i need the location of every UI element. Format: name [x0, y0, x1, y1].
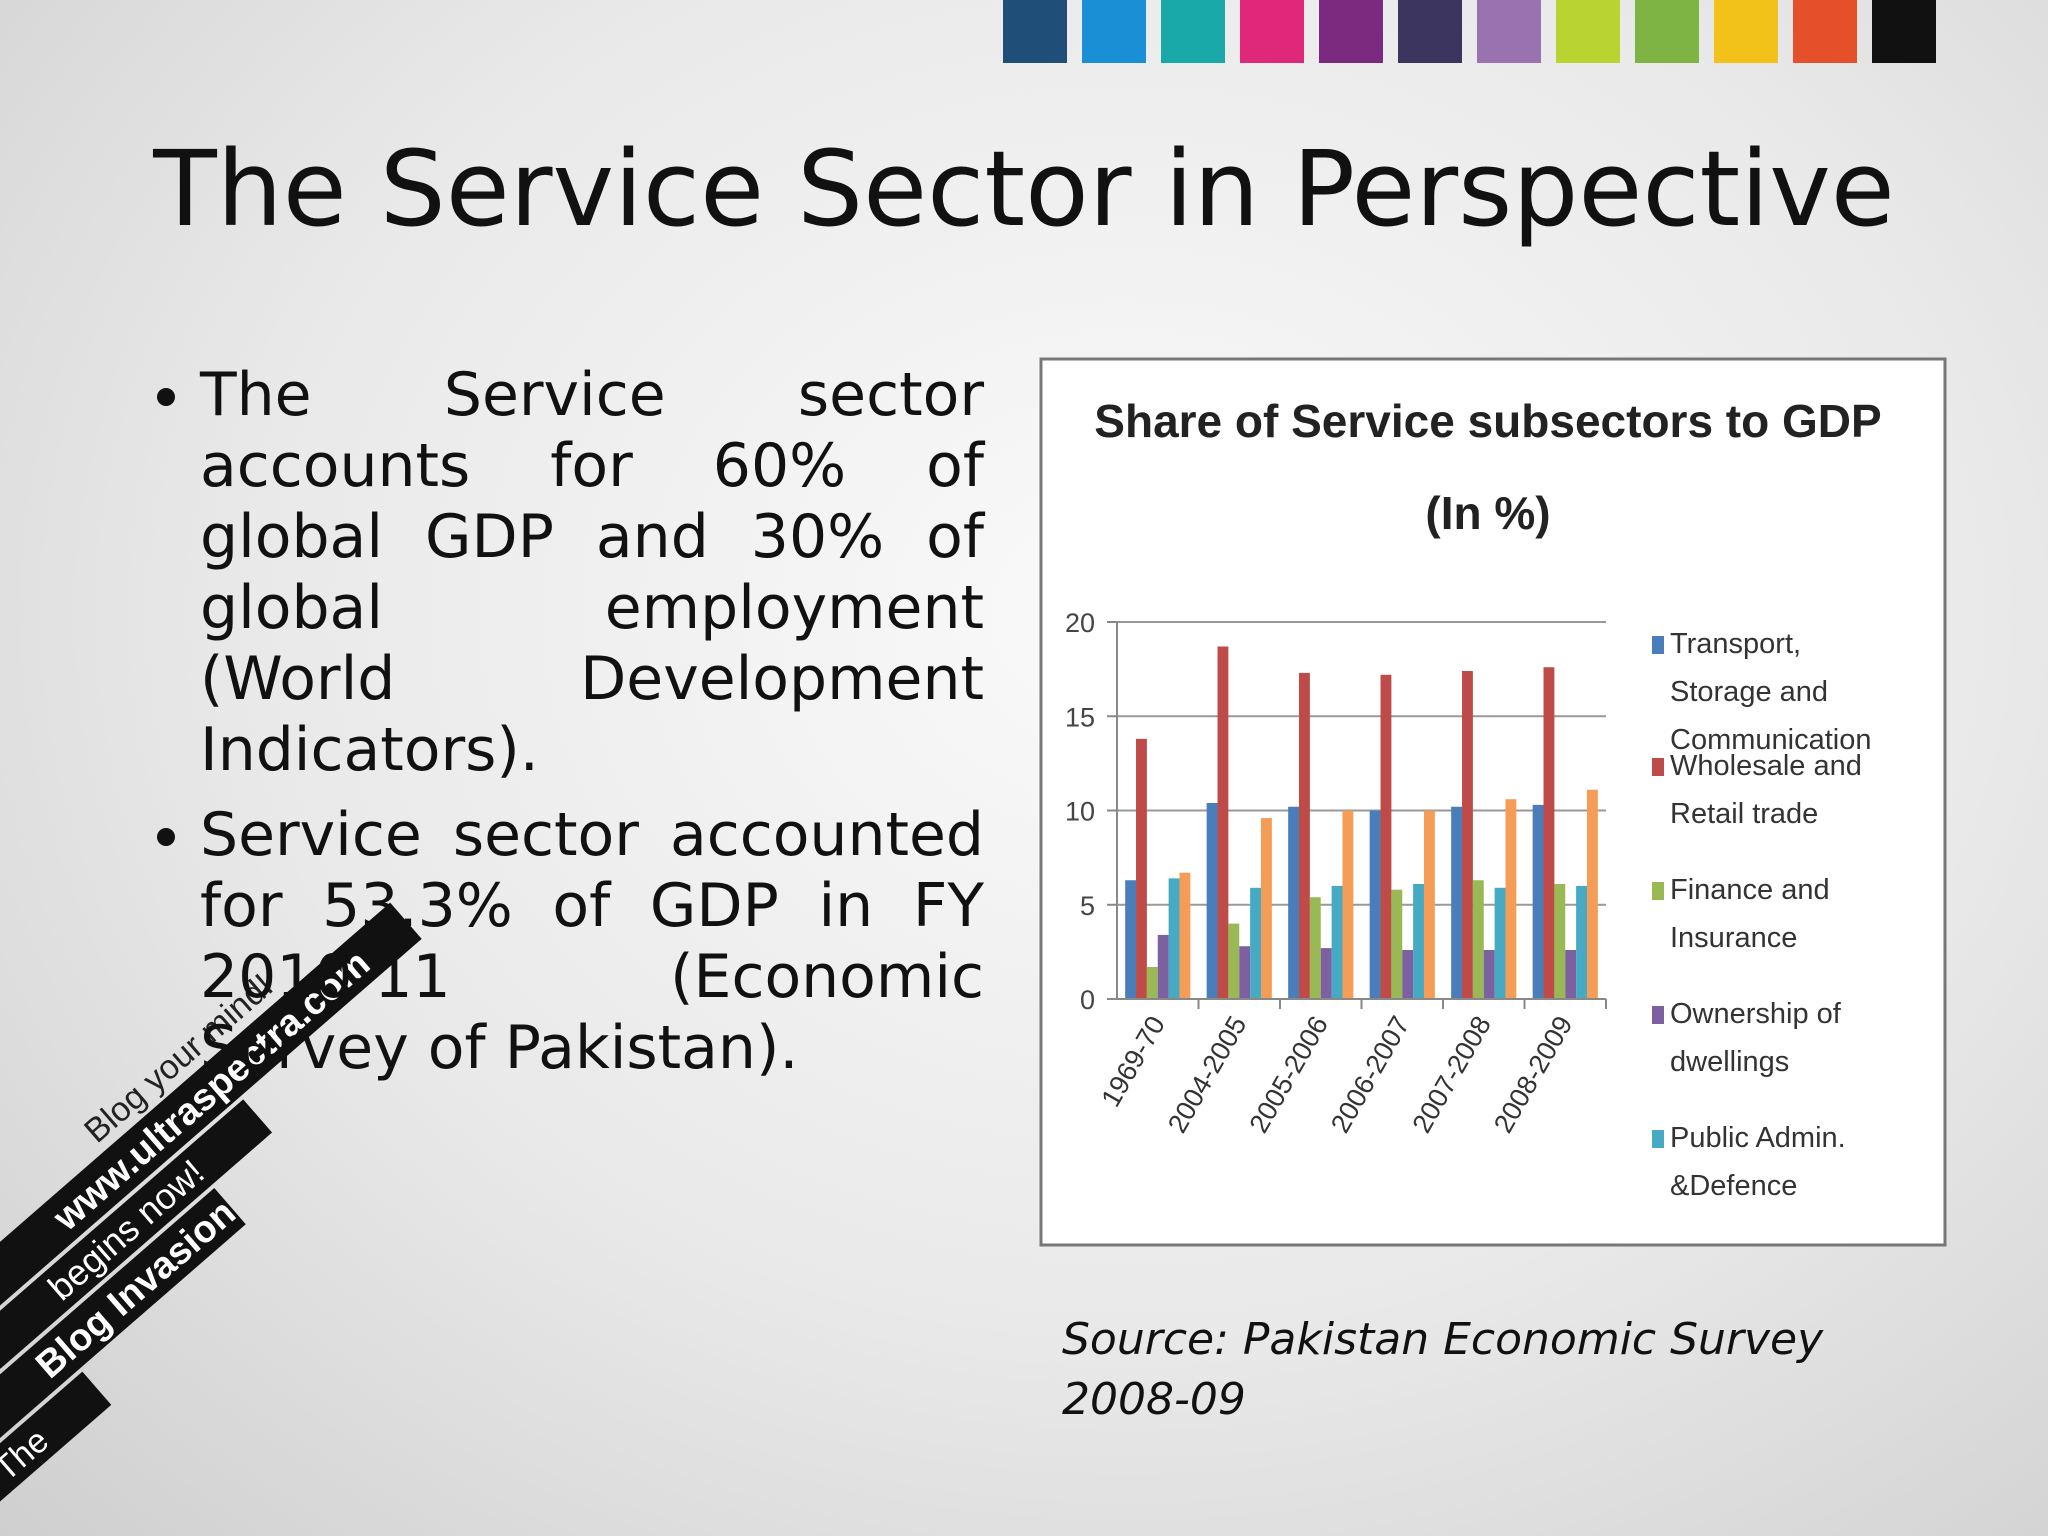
stripe	[0, 902, 422, 1307]
stripe	[0, 1188, 246, 1441]
legend-item: Wholesale and Retail trade	[1652, 742, 1910, 838]
swatch	[1082, 0, 1146, 63]
source-note: Source: Pakistan Economic Survey 2008-09	[1062, 1314, 1824, 1425]
bar	[1179, 872, 1191, 999]
legend-key	[1652, 636, 1664, 654]
slide-title: The Service Sector in Perspective	[153, 128, 1895, 250]
bar	[1136, 738, 1147, 999]
legend-key	[1652, 1130, 1664, 1148]
legend-label: Finance and Insurance	[1670, 874, 1830, 954]
bar	[1554, 884, 1566, 999]
bar	[1494, 887, 1506, 999]
bar	[1288, 806, 1300, 999]
bar	[1260, 818, 1272, 999]
legend-item: Ownership of dwellings	[1652, 990, 1910, 1086]
bar	[1146, 966, 1158, 999]
swatch	[1477, 0, 1541, 63]
bar	[1576, 885, 1587, 999]
bar	[1342, 810, 1354, 999]
y-tick-label: 15	[1065, 702, 1095, 732]
legend-item: Finance and Insurance	[1652, 866, 1910, 962]
bar	[1380, 674, 1392, 999]
legend-label: Ownership of dwellings	[1670, 998, 1841, 1078]
bar	[1239, 946, 1251, 999]
stripe	[0, 1099, 273, 1369]
bar	[1228, 923, 1240, 999]
bar	[1423, 810, 1435, 999]
chart-title: Share of Service subsectors to GDP	[1094, 395, 1881, 447]
bar	[1206, 802, 1218, 999]
bar	[1309, 897, 1321, 999]
bar	[1168, 878, 1180, 999]
bar	[1451, 806, 1463, 999]
bar	[1157, 934, 1169, 999]
swatch	[1161, 0, 1225, 63]
bar	[1532, 804, 1544, 999]
legend-key	[1652, 1006, 1664, 1024]
bar	[1586, 789, 1598, 999]
bar	[1472, 880, 1484, 999]
bar	[1320, 948, 1332, 999]
swatch	[1556, 0, 1620, 63]
swatch	[1872, 0, 1936, 63]
bar	[1462, 671, 1473, 999]
bar	[1413, 884, 1424, 999]
bar	[1565, 949, 1577, 999]
legend-label: Transport, Storage and Communication	[1670, 628, 1872, 756]
legend-item: Transport, Storage and Communication	[1652, 620, 1910, 764]
color-strip	[1003, 0, 1936, 63]
bar	[1250, 887, 1261, 999]
legend-key	[1652, 758, 1664, 776]
bar	[1299, 672, 1310, 999]
y-tick-label: 5	[1080, 891, 1095, 921]
y-tick-label: 20	[1065, 608, 1095, 638]
stripe	[0, 1371, 112, 1504]
swatch	[1714, 0, 1778, 63]
chart-frame	[1039, 357, 1947, 1247]
bullet-list: The Service sector accounts for 60% of g…	[120, 360, 984, 1098]
bar	[1125, 880, 1137, 999]
legend-label: Public Admin. &Defence	[1670, 1122, 1846, 1202]
chart-subtitle: (In %)	[1425, 487, 1550, 539]
bar	[1543, 667, 1555, 999]
swatch	[1003, 0, 1067, 63]
bar	[1505, 799, 1517, 999]
bar	[1331, 885, 1343, 999]
bar	[1483, 949, 1495, 999]
y-tick-label: 0	[1080, 985, 1095, 1015]
swatch	[1635, 0, 1699, 63]
y-tick-label: 10	[1065, 797, 1095, 827]
legend-label: Wholesale and Retail trade	[1670, 750, 1862, 830]
bar	[1391, 889, 1403, 999]
bar	[1369, 810, 1381, 999]
swatch	[1319, 0, 1383, 63]
swatch	[1240, 0, 1304, 63]
swatch	[1793, 0, 1857, 63]
bar	[1402, 949, 1414, 999]
bullet: The Service sector accounts for 60% of g…	[200, 360, 984, 786]
bullet: Service sector accounted for 53.3% of GD…	[200, 800, 984, 1084]
legend-key	[1652, 882, 1664, 900]
bar	[1217, 646, 1229, 999]
legend-item: Public Admin. &Defence	[1652, 1114, 1910, 1210]
swatch	[1398, 0, 1462, 63]
